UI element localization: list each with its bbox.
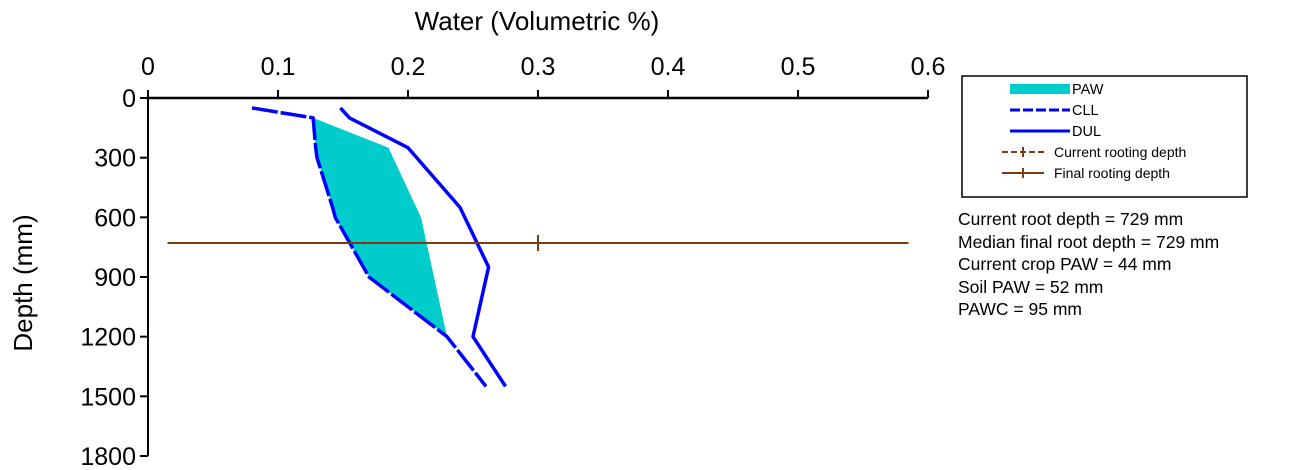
x-tick-label: 0 (141, 53, 155, 81)
series-dul (339, 106, 507, 388)
legend-label-final-rooting-depth: Final rooting depth (1054, 165, 1170, 181)
stat-median-final-root-depth: Median final root depth = 729 mm (958, 231, 1220, 252)
y-tick-label: 1500 (80, 383, 136, 411)
x-tick-label: 0.1 (261, 53, 296, 81)
stat-pawc: PAWC = 95 mm (958, 299, 1082, 319)
legend-swatch-paw (1010, 84, 1070, 94)
stat-current-root-depth: Current root depth = 729 mm (958, 209, 1184, 229)
y-tick-label: 0 (122, 85, 136, 113)
stat-soil-paw: Soil PAW = 52 mm (958, 276, 1104, 297)
x-axis-title: Water (Volumetric %) (415, 6, 660, 36)
y-tick-label: 1200 (80, 324, 136, 352)
legend-label-paw: PAW (1072, 82, 1104, 98)
legend-label-cll: CLL (1072, 103, 1099, 119)
plot-area (167, 106, 909, 388)
x-tick-label: 0.2 (391, 53, 426, 81)
legend-label-current-rooting-depth: Current rooting depth (1054, 144, 1186, 160)
y-tick-label: 300 (94, 145, 136, 173)
y-tick-label: 1800 (80, 443, 136, 470)
legend-box (961, 75, 1248, 198)
x-tick-label: 0.4 (651, 53, 686, 81)
area-paw (252, 107, 447, 337)
x-tick-label: 0.6 (911, 53, 946, 81)
root-depth-stats: Current root depth = 729 mm Median final… (958, 208, 1219, 321)
legend-label-dul: DUL (1072, 124, 1101, 140)
legend: PAW CLL DUL Current rooting depth Final root… (961, 75, 1248, 198)
y-axis-title: Depth (mm) (8, 214, 38, 351)
axes: 0 0.1 0.2 0.3 0.4 0.5 0.6 0 300 600 900 1200 1500 180… (80, 53, 945, 470)
series-cll (251, 106, 488, 388)
y-tick-label: 900 (94, 264, 136, 292)
x-tick-label: 0.3 (521, 53, 556, 81)
stat-current-crop-paw: Current crop PAW = 44 mm (958, 254, 1172, 274)
y-tick-label: 600 (94, 204, 136, 232)
x-tick-label: 0.5 (781, 53, 816, 81)
